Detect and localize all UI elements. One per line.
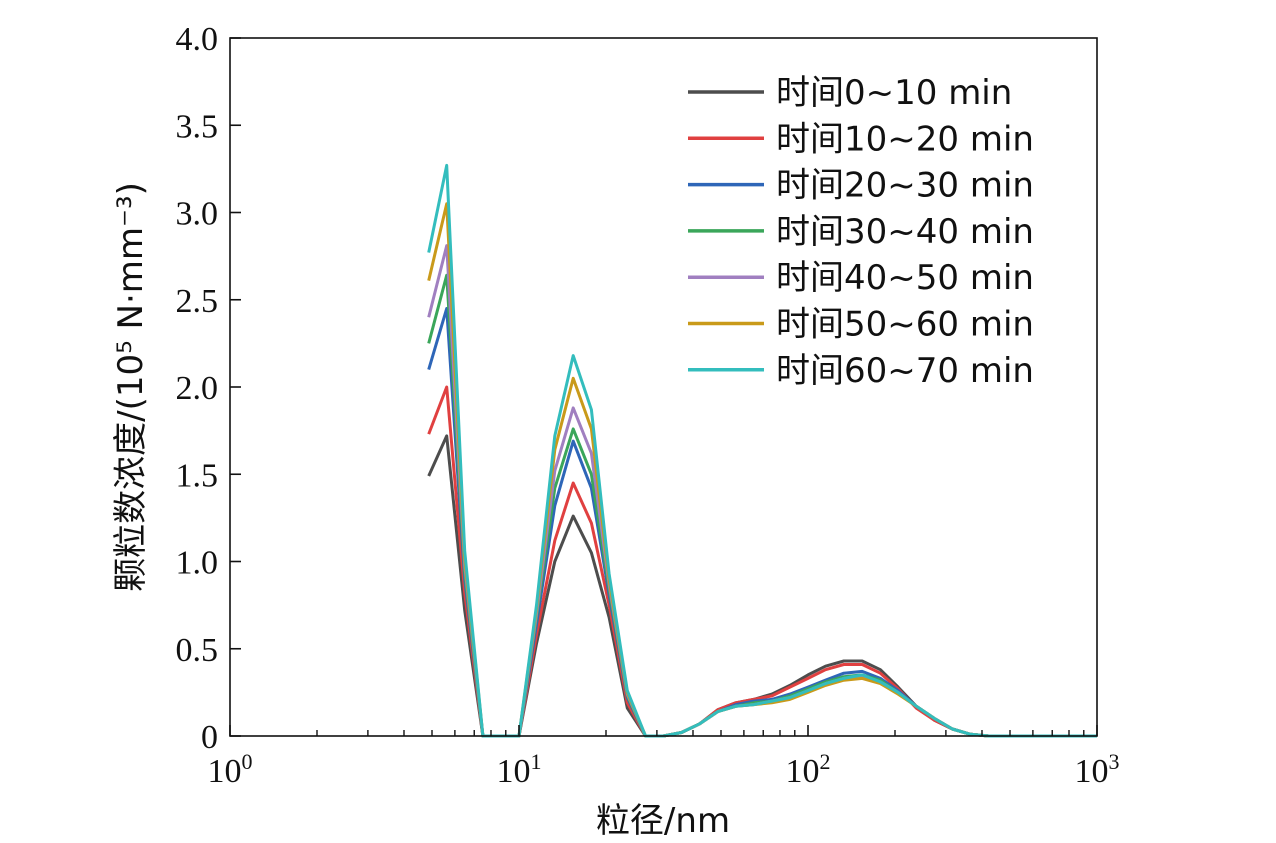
- y-tick-label: 2.0: [176, 370, 219, 407]
- x-tick-label: 100: [208, 749, 253, 790]
- x-axis-label: 粒径/nm: [596, 801, 730, 841]
- legend-label-6: 时间50~60 min: [776, 305, 1034, 345]
- y-tick-label: 1.5: [176, 457, 219, 494]
- y-tick-label: 3.0: [176, 196, 219, 233]
- legend-label-3: 时间20~30 min: [776, 166, 1034, 206]
- series-line-1: [427, 434, 1097, 738]
- x-tick-label: 103: [1075, 749, 1120, 790]
- y-tick-label: 0: [201, 719, 218, 756]
- legend-label-2: 时间10~20 min: [776, 119, 1034, 159]
- series-line-2: [427, 385, 1097, 738]
- y-axis-label: 颗粒数浓度/(10⁵ N·mm⁻³): [111, 182, 151, 592]
- y-tick-label: 0.5: [176, 632, 219, 669]
- y-tick-label: 3.5: [176, 108, 219, 145]
- y-axis: 0 0.5 1.0 1.5 2.0 2.5 3.0 3.5 4.0: [176, 21, 241, 756]
- legend-label-1: 时间0~10 min: [776, 73, 1012, 113]
- legend: 时间0~10 min 时间10~20 min 时间20~30 min 时间30~40 …: [688, 73, 1034, 391]
- legend-label-5: 时间40~50 min: [776, 258, 1034, 298]
- y-tick-label: 4.0: [176, 21, 219, 58]
- y-tick-label: 2.5: [176, 283, 219, 320]
- legend-label-7: 时间60~70 min: [776, 351, 1034, 391]
- x-tick-label: 101: [497, 749, 542, 790]
- x-tick-label: 102: [786, 749, 831, 790]
- legend-label-4: 时间30~40 min: [776, 212, 1034, 252]
- series-lines: [427, 163, 1097, 738]
- y-tick-label: 1.0: [176, 545, 219, 582]
- x-axis: 100 101 102 103: [208, 725, 1120, 790]
